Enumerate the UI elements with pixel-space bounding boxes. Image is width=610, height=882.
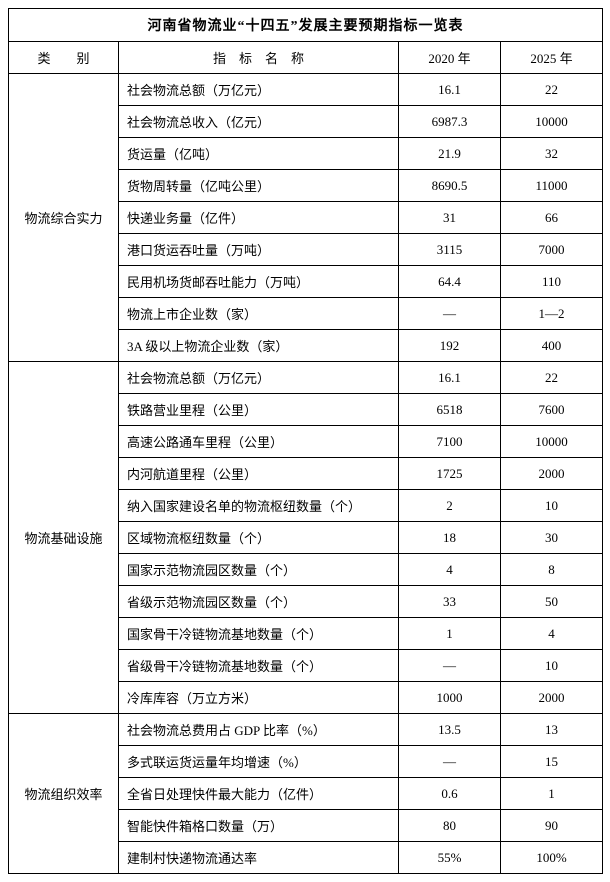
- indicator-cell: 社会物流总额（万亿元）: [119, 74, 399, 106]
- value-2020: 33: [399, 586, 501, 618]
- value-2025: 8: [501, 554, 603, 586]
- value-2020: —: [399, 746, 501, 778]
- indicator-cell: 区域物流枢纽数量（个）: [119, 522, 399, 554]
- value-2020: 7100: [399, 426, 501, 458]
- value-2020: 55%: [399, 842, 501, 874]
- value-2025: 50: [501, 586, 603, 618]
- value-2025: 400: [501, 330, 603, 362]
- value-2020: 6987.3: [399, 106, 501, 138]
- value-2020: 16.1: [399, 362, 501, 394]
- indicator-cell: 社会物流总费用占 GDP 比率（%）: [119, 714, 399, 746]
- indicator-cell: 多式联运货运量年均增速（%）: [119, 746, 399, 778]
- value-2020: 1: [399, 618, 501, 650]
- category-cell: 物流综合实力: [9, 74, 119, 362]
- indicator-cell: 港口货运吞吐量（万吨）: [119, 234, 399, 266]
- value-2020: 64.4: [399, 266, 501, 298]
- indicator-cell: 省级骨干冷链物流基地数量（个）: [119, 650, 399, 682]
- value-2020: 192: [399, 330, 501, 362]
- value-2025: 10000: [501, 426, 603, 458]
- indicator-cell: 高速公路通车里程（公里）: [119, 426, 399, 458]
- value-2020: 1725: [399, 458, 501, 490]
- indicator-cell: 物流上市企业数（家）: [119, 298, 399, 330]
- indicator-cell: 民用机场货邮吞吐能力（万吨）: [119, 266, 399, 298]
- indicator-cell: 纳入国家建设名单的物流枢纽数量（个）: [119, 490, 399, 522]
- value-2025: 1—2: [501, 298, 603, 330]
- value-2020: 6518: [399, 394, 501, 426]
- header-year-2020: 2020 年: [399, 42, 501, 74]
- indicator-cell: 智能快件箱格口数量（万）: [119, 810, 399, 842]
- indicator-cell: 省级示范物流园区数量（个）: [119, 586, 399, 618]
- header-year-2025: 2025 年: [501, 42, 603, 74]
- table-row: 物流基础设施社会物流总额（万亿元）16.122: [9, 362, 603, 394]
- indicator-cell: 国家骨干冷链物流基地数量（个）: [119, 618, 399, 650]
- value-2020: 2: [399, 490, 501, 522]
- table-row: 物流综合实力社会物流总额（万亿元）16.122: [9, 74, 603, 106]
- header-category: 类 别: [9, 42, 119, 74]
- value-2025: 22: [501, 74, 603, 106]
- indicators-table: 河南省物流业“十四五”发展主要预期指标一览表 类 别 指 标 名 称 2020 …: [8, 8, 603, 874]
- value-2025: 2000: [501, 458, 603, 490]
- indicator-cell: 货运量（亿吨）: [119, 138, 399, 170]
- value-2025: 32: [501, 138, 603, 170]
- value-2025: 13: [501, 714, 603, 746]
- indicator-cell: 国家示范物流园区数量（个）: [119, 554, 399, 586]
- value-2025: 90: [501, 810, 603, 842]
- value-2020: 1000: [399, 682, 501, 714]
- indicator-cell: 铁路营业里程（公里）: [119, 394, 399, 426]
- value-2020: 80: [399, 810, 501, 842]
- value-2020: 13.5: [399, 714, 501, 746]
- value-2025: 10: [501, 490, 603, 522]
- value-2025: 100%: [501, 842, 603, 874]
- value-2025: 22: [501, 362, 603, 394]
- indicator-cell: 社会物流总额（万亿元）: [119, 362, 399, 394]
- value-2020: —: [399, 298, 501, 330]
- value-2020: 0.6: [399, 778, 501, 810]
- indicator-cell: 社会物流总收入（亿元）: [119, 106, 399, 138]
- title-row: 河南省物流业“十四五”发展主要预期指标一览表: [9, 9, 603, 42]
- indicator-cell: 建制村快递物流通达率: [119, 842, 399, 874]
- value-2025: 7000: [501, 234, 603, 266]
- value-2025: 1: [501, 778, 603, 810]
- value-2025: 110: [501, 266, 603, 298]
- value-2025: 2000: [501, 682, 603, 714]
- category-cell: 物流基础设施: [9, 362, 119, 714]
- value-2025: 10: [501, 650, 603, 682]
- header-row: 类 别 指 标 名 称 2020 年 2025 年: [9, 42, 603, 74]
- value-2020: 31: [399, 202, 501, 234]
- table-row: 物流组织效率社会物流总费用占 GDP 比率（%）13.513: [9, 714, 603, 746]
- indicator-cell: 全省日处理快件最大能力（亿件）: [119, 778, 399, 810]
- value-2020: 3115: [399, 234, 501, 266]
- value-2025: 11000: [501, 170, 603, 202]
- value-2020: 16.1: [399, 74, 501, 106]
- indicator-cell: 快递业务量（亿件）: [119, 202, 399, 234]
- header-indicator: 指 标 名 称: [119, 42, 399, 74]
- table-body: 物流综合实力社会物流总额（万亿元）16.122社会物流总收入（亿元）6987.3…: [9, 74, 603, 874]
- value-2020: 4: [399, 554, 501, 586]
- value-2020: 21.9: [399, 138, 501, 170]
- value-2025: 30: [501, 522, 603, 554]
- value-2020: —: [399, 650, 501, 682]
- value-2025: 7600: [501, 394, 603, 426]
- indicator-cell: 冷库库容（万立方米）: [119, 682, 399, 714]
- table-title: 河南省物流业“十四五”发展主要预期指标一览表: [9, 9, 603, 42]
- indicator-cell: 3A 级以上物流企业数（家）: [119, 330, 399, 362]
- value-2025: 15: [501, 746, 603, 778]
- value-2025: 66: [501, 202, 603, 234]
- category-cell: 物流组织效率: [9, 714, 119, 874]
- indicator-cell: 内河航道里程（公里）: [119, 458, 399, 490]
- value-2025: 4: [501, 618, 603, 650]
- value-2020: 18: [399, 522, 501, 554]
- indicator-cell: 货物周转量（亿吨公里）: [119, 170, 399, 202]
- value-2025: 10000: [501, 106, 603, 138]
- value-2020: 8690.5: [399, 170, 501, 202]
